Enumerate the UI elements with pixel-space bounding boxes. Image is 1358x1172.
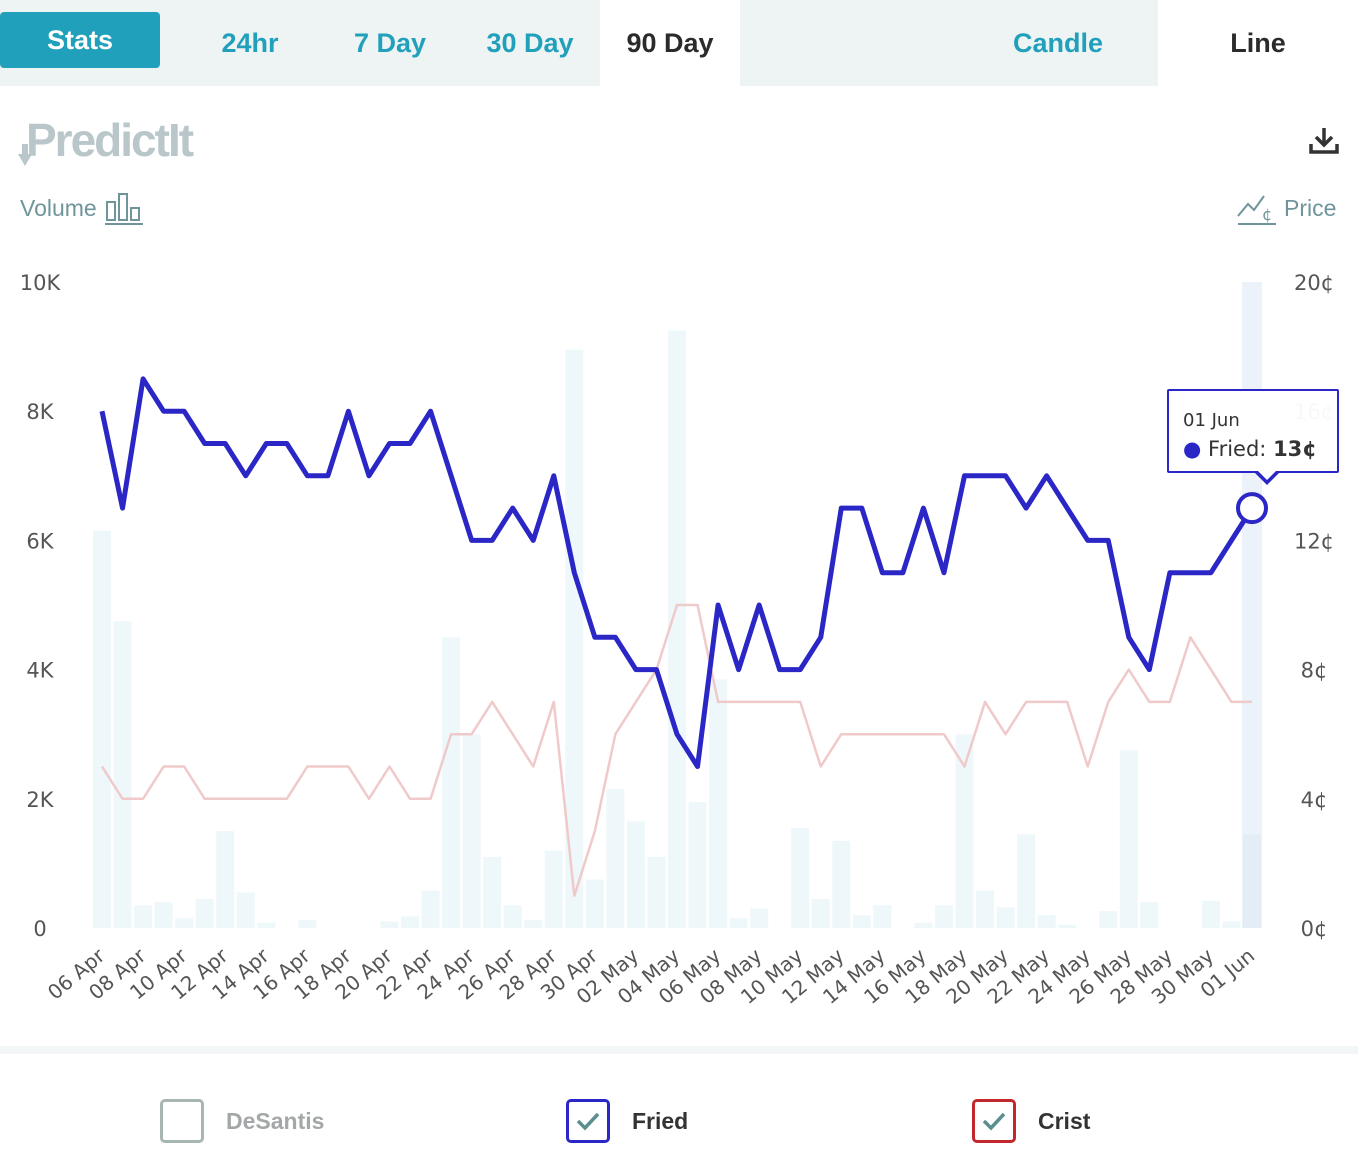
checkbox-fried[interactable] — [566, 1099, 610, 1143]
checkbox-crist[interactable] — [972, 1099, 1016, 1143]
fried-line — [99, 376, 1255, 769]
volume-bar — [688, 802, 707, 928]
price-toggle[interactable]: ¢ Price — [1236, 190, 1336, 226]
tab-line[interactable]: Line — [1158, 0, 1358, 86]
volume-bar — [668, 330, 686, 928]
tooltip-series: ● Fried: 13¢ — [1183, 437, 1317, 461]
volume-bar — [236, 892, 255, 928]
tooltip-dot-icon: ● — [1183, 437, 1202, 461]
volume-bar — [585, 879, 604, 928]
volume-bar — [544, 850, 563, 928]
volume-bar — [976, 890, 995, 928]
tab-candle[interactable]: Candle — [1012, 27, 1104, 58]
y-left-tick: 0 — [33, 917, 46, 941]
tooltip-value: 13¢ — [1273, 437, 1317, 461]
volume-bar — [380, 921, 399, 928]
y-left-tick: 6K — [26, 529, 54, 553]
tab-7-day[interactable]: 7 Day — [353, 27, 427, 58]
line-chart-icon: ¢ — [1237, 195, 1276, 225]
volume-bar — [606, 789, 625, 928]
volume-bar — [1222, 921, 1241, 928]
tab-30-day[interactable]: 30 Day — [486, 27, 574, 58]
tab-24hr[interactable]: 24hr — [221, 27, 279, 58]
volume-bar — [1037, 915, 1056, 928]
volume-bar — [791, 827, 810, 928]
volume-bar — [298, 920, 317, 928]
check-icon — [982, 1112, 1006, 1131]
volume-bar — [626, 821, 645, 928]
volume-bar — [996, 907, 1015, 928]
tab-90-day[interactable]: 90 Day — [600, 0, 740, 86]
volume-bar — [1119, 750, 1138, 928]
y-left-tick: 10K — [20, 271, 62, 295]
volume-bar — [421, 890, 440, 928]
legend-crist[interactable]: Crist — [972, 1096, 1090, 1146]
logo-text: PredictIt — [26, 114, 194, 166]
bar-chart-icon — [104, 193, 143, 225]
legend-desantis[interactable]: DeSantis — [160, 1096, 324, 1146]
volume-bar — [175, 918, 194, 928]
stats-button[interactable]: Stats — [0, 12, 160, 68]
volume-bar — [1243, 834, 1261, 928]
legend-label-desantis: DeSantis — [226, 1107, 325, 1134]
volume-bar — [93, 530, 111, 928]
volume-bar — [154, 902, 173, 928]
volume-bar — [195, 898, 214, 928]
legend-label-fried: Fried — [632, 1107, 689, 1134]
volume-bar — [483, 856, 502, 928]
volume-bar — [565, 349, 584, 928]
chart-tooltip: 01 Jun ● Fried: 13¢ — [1167, 389, 1339, 485]
y-left-tick: 8K — [26, 400, 54, 424]
price-label: Price — [1284, 194, 1337, 221]
volume-bar — [811, 898, 830, 928]
checkbox-desantis[interactable] — [160, 1099, 204, 1143]
volume-bar — [1201, 900, 1220, 928]
predictit-logo: PredictIt — [18, 110, 248, 174]
svg-text:¢: ¢ — [1262, 205, 1272, 224]
legend-label-crist: Crist — [1038, 1107, 1091, 1134]
volume-bar — [934, 905, 953, 928]
volume-bar — [462, 734, 481, 928]
volume-bar — [852, 915, 871, 928]
volume-bar — [524, 920, 543, 928]
volume-bar — [1058, 924, 1077, 928]
y-right-tick: 4¢ — [1301, 788, 1328, 812]
volume-bar — [1017, 834, 1036, 928]
volume-bar — [503, 905, 522, 928]
crist-line — [100, 603, 1252, 897]
y-left-tick: 2K — [26, 788, 54, 812]
volume-bar — [1099, 911, 1118, 928]
volume-bar — [832, 840, 851, 928]
download-icon[interactable] — [1303, 124, 1345, 160]
volume-bar — [442, 637, 461, 928]
check-icon — [576, 1112, 600, 1131]
tooltip-date: 01 Jun — [1183, 410, 1240, 431]
volume-bar — [914, 922, 933, 928]
y-right-tick: 8¢ — [1301, 659, 1328, 683]
volume-bar — [401, 916, 420, 928]
volume-bar — [729, 918, 748, 928]
volume-bar — [750, 908, 769, 928]
volume-bar — [647, 856, 666, 928]
hover-point-marker — [1236, 492, 1268, 525]
volume-bar — [113, 621, 132, 928]
volume-toggle[interactable]: Volume — [20, 190, 145, 226]
legend-fried[interactable]: Fried — [566, 1096, 688, 1146]
legend-divider — [0, 1046, 1358, 1054]
volume-bar — [134, 905, 153, 928]
volume-bar — [955, 734, 974, 928]
volume-bar — [1140, 902, 1159, 928]
y-right-tick: 12¢ — [1294, 529, 1334, 553]
y-right-tick: 20¢ — [1294, 271, 1334, 295]
volume-bar — [709, 679, 728, 928]
volume-bar — [873, 905, 892, 928]
y-left-tick: 4K — [26, 659, 54, 683]
volume-bar — [257, 922, 276, 928]
volume-bar — [216, 831, 235, 928]
tooltip-series-name: Fried — [1208, 437, 1260, 461]
hover-column — [1242, 282, 1262, 928]
y-right-tick: 0¢ — [1301, 917, 1328, 941]
volume-label: Volume — [20, 194, 97, 221]
